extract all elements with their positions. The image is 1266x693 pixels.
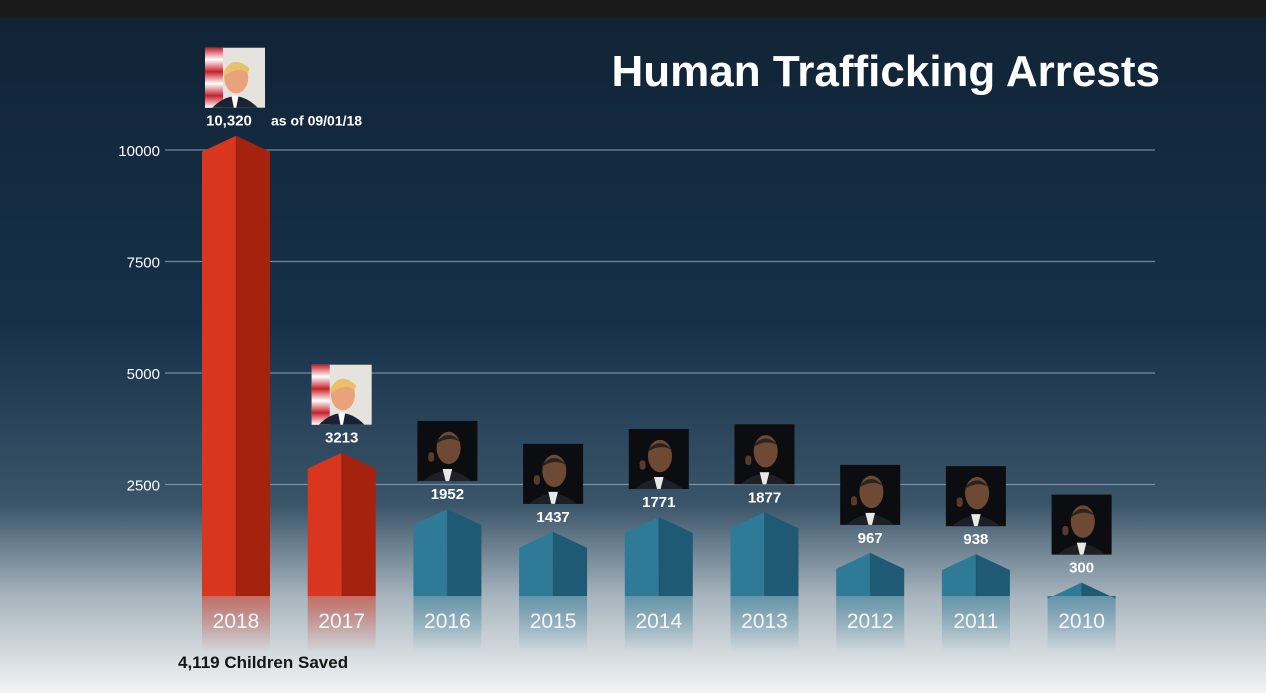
value-label-note: as of 09/01/18 xyxy=(271,113,362,129)
bar-group-2012: 967 xyxy=(836,464,905,652)
portrait-obama-2015 xyxy=(523,443,584,504)
bar-group-2015: 1437 xyxy=(519,443,588,652)
portrait-trump-2017 xyxy=(311,364,372,425)
portrait-obama-2012 xyxy=(840,464,901,525)
bar-2016-shade xyxy=(447,508,482,596)
bar-reflection-2015 xyxy=(519,596,588,652)
bar-reflection-2012 xyxy=(836,596,905,652)
bar-2011-shade xyxy=(975,554,1010,596)
y-tick-label-10000: 10000 xyxy=(118,143,160,160)
category-label-2011: 2011 xyxy=(953,610,998,633)
category-labels: 2018 2017 2016 2015 2014 2013 2012 2011 2010 xyxy=(213,610,1105,633)
category-label-2017: 2017 xyxy=(318,610,365,633)
bar-reflection-2017 xyxy=(307,596,376,652)
bar-2014 xyxy=(624,517,659,596)
value-label-2011: 938 xyxy=(963,531,988,548)
portrait-obama-2011 xyxy=(945,466,1006,527)
top-border xyxy=(0,0,1266,18)
category-label-2013: 2013 xyxy=(741,610,788,633)
value-label-2013: 1877 xyxy=(748,489,781,506)
bar-2012-shade xyxy=(870,552,905,596)
category-label-2012: 2012 xyxy=(847,610,894,633)
bar-2011 xyxy=(941,554,976,596)
bar-group-2016: 1952 xyxy=(413,420,482,652)
portrait-obama-2014 xyxy=(628,429,689,490)
category-label-2010: 2010 xyxy=(1058,610,1105,633)
chart-title: Human Trafficking Arrests xyxy=(611,47,1160,96)
bar-reflection-2016 xyxy=(413,596,482,652)
bar-2013-shade xyxy=(764,512,799,596)
bar-group-2018: 10,320 as of 09/01/18 xyxy=(202,47,362,652)
bar-2018-shade xyxy=(236,135,270,596)
y-axis-ticks: 10000 7500 5000 2500 xyxy=(118,143,160,495)
value-label-2016: 1952 xyxy=(431,486,464,503)
bar-reflection-2014 xyxy=(624,596,693,652)
bar-2017-shade xyxy=(341,452,376,596)
bar-2015 xyxy=(519,531,554,596)
bar-2015-shade xyxy=(553,531,588,596)
bar-2010-shade xyxy=(1081,582,1116,599)
category-label-2018: 2018 xyxy=(213,610,260,633)
portrait-obama-2010 xyxy=(1051,494,1112,555)
bar-2016 xyxy=(413,508,448,596)
value-label-2018: 10,320 xyxy=(206,113,252,130)
value-label-2015: 1437 xyxy=(536,509,569,526)
value-label-2010: 300 xyxy=(1069,560,1094,577)
bars: 10,320 as of 09/01/18 3213 1952 1437 1771 1877… xyxy=(202,47,1116,652)
portrait-obama-2013 xyxy=(734,424,795,485)
bar-2014-shade xyxy=(658,517,693,596)
bar-2017 xyxy=(307,452,342,596)
category-label-2014: 2014 xyxy=(635,610,682,633)
bar-group-2014: 1771 xyxy=(624,429,693,652)
value-label-2017: 3213 xyxy=(325,430,358,447)
bar-reflection-2010 xyxy=(1047,596,1116,652)
bar-2018 xyxy=(202,135,236,596)
bar-group-2013: 1877 xyxy=(730,424,799,652)
bar-reflection-2011 xyxy=(941,596,1010,652)
value-label-2014: 1771 xyxy=(642,494,675,511)
y-tick-label-7500: 7500 xyxy=(127,255,160,272)
category-label-2015: 2015 xyxy=(530,610,577,633)
footnote-children-saved: 4,119 Children Saved xyxy=(178,653,348,672)
bar-reflection-2018 xyxy=(202,596,270,652)
bar-reflection-2013 xyxy=(730,596,799,652)
bar-group-2011: 938 xyxy=(941,466,1010,652)
bar-group-2017: 3213 xyxy=(307,364,376,652)
value-label-2012: 967 xyxy=(858,530,883,547)
portrait-obama-2016 xyxy=(417,420,478,481)
bar-2010 xyxy=(1047,582,1082,599)
bar-2012 xyxy=(836,552,871,596)
y-tick-label-2500: 2500 xyxy=(127,478,160,495)
bar-group-2010: 300 xyxy=(1047,494,1116,652)
portrait-trump-2018 xyxy=(205,47,265,108)
bar-2013 xyxy=(730,512,765,596)
y-tick-label-5000: 5000 xyxy=(127,366,160,383)
category-label-2016: 2016 xyxy=(424,610,471,633)
